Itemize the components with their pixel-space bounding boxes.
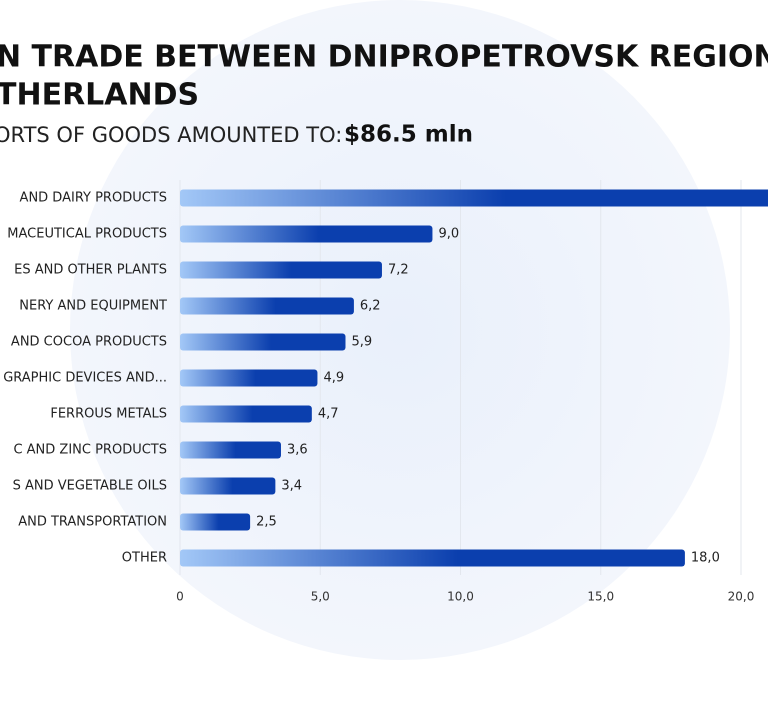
x-tick-label: 5,0 (311, 590, 330, 604)
category-label: GRAPHIC DEVICES AND... (3, 371, 167, 386)
bar (180, 297, 354, 315)
category-label: OTHER (122, 551, 167, 566)
subtitle: ORTS OF GOODS AMOUNTED TO: (0, 123, 342, 147)
category-label: AND TRANSPORTATION (18, 515, 167, 530)
bar (180, 513, 251, 531)
value-label: 4,7 (318, 407, 339, 422)
bar (180, 333, 346, 351)
category-label: C AND ZINC PRODUCTS (13, 443, 167, 458)
bar (180, 441, 281, 459)
bar (180, 225, 433, 243)
category-label: MACEUTICAL PRODUCTS (7, 227, 167, 242)
bar (180, 261, 382, 279)
value-label: 2,5 (256, 515, 277, 530)
value-label: 3,6 (287, 443, 308, 458)
category-label: AND COCOA PRODUCTS (11, 335, 167, 350)
bar (180, 477, 276, 495)
bar (180, 405, 312, 423)
x-tick-label: 20,0 (728, 590, 755, 604)
bar (180, 549, 685, 567)
category-label: S AND VEGETABLE OILS (13, 479, 167, 494)
category-label: NERY AND EQUIPMENT (19, 299, 167, 314)
bar (180, 189, 768, 207)
value-label: 9,0 (438, 227, 459, 242)
value-label: 3,4 (281, 479, 302, 494)
value-label: 7,2 (388, 263, 409, 278)
x-tick-label: 10,0 (447, 590, 474, 604)
bar (180, 369, 318, 387)
x-tick-label: 15,0 (587, 590, 614, 604)
subtitle-value: $86.5 mln (344, 122, 473, 148)
value-label: 6,2 (360, 299, 381, 314)
category-label: AND DAIRY PRODUCTS (20, 191, 167, 206)
background-glow (70, 0, 730, 660)
value-label: 4,9 (323, 371, 344, 386)
value-label: 18,0 (691, 551, 720, 566)
category-label: ES AND OTHER PLANTS (14, 263, 167, 278)
category-label: FERROUS METALS (50, 407, 167, 422)
value-label: 5,9 (351, 335, 372, 350)
chart-title: N TRADE BETWEEN DNIPROPETROVSK REGION (0, 40, 768, 75)
chart-title: THERLANDS (0, 78, 199, 113)
x-tick-label: 0 (176, 590, 184, 604)
